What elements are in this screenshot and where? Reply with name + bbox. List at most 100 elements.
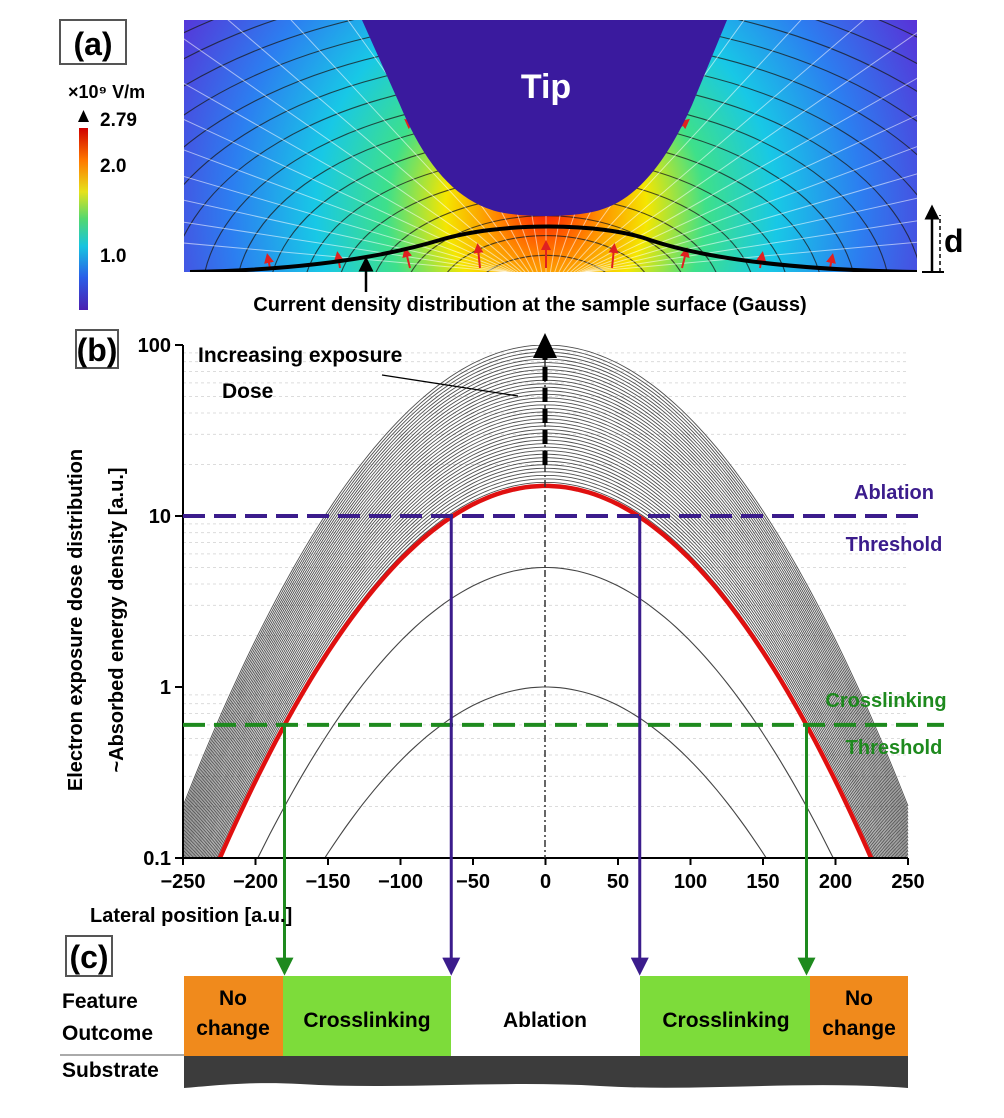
field-line [184, 221, 507, 272]
dose-curve [186, 404, 905, 857]
field-line [184, 175, 509, 272]
y-axis-label-line2: ~Absorbed energy density [a.u.] [106, 467, 128, 772]
field-line [576, 77, 917, 272]
colorbar-unit: ×10⁹ V/m [68, 82, 145, 102]
tip-shape [362, 20, 727, 216]
crosslinking-label-line2: Threshold [846, 737, 943, 759]
annotation-line1: Increasing exposure [198, 344, 402, 367]
x-axis-label: Lateral position [a.u.] [90, 905, 292, 927]
field-line [579, 114, 917, 272]
distance-label: d [944, 223, 964, 259]
gauss-current-curve [189, 224, 917, 272]
substrate-label: Substrate [62, 1059, 159, 1082]
feature-outcome-label-line2: Outcome [62, 1022, 153, 1045]
x-tick-label: 150 [746, 871, 779, 893]
x-tick-label: −100 [378, 871, 423, 893]
crosslinking-label-line1: Crosslinking [825, 690, 946, 712]
threshold-drop-arrows [275, 516, 816, 976]
no-change-left-line2: change [196, 1017, 270, 1040]
no-change-right-block [810, 976, 908, 1056]
field-vector-arrow [679, 247, 690, 269]
colorbar-tick-mid: 2.0 [100, 156, 126, 177]
x-ticks: −250 −200 −150 −100 −50 0 50 100 150 200 250 [160, 858, 925, 893]
field-line [290, 20, 526, 272]
y-tick-label: 1 [160, 677, 171, 699]
y-ticks: 100 10 1 0.1 [138, 335, 183, 870]
panel-c-label: (c) [69, 939, 108, 975]
dose-curve [203, 446, 888, 857]
panel-a-label-box [59, 19, 127, 65]
panel-b-label: (b) [77, 332, 118, 368]
panel-c-label-box [65, 935, 113, 977]
field-vector-arrow [608, 243, 619, 269]
field-vector-arrow [264, 253, 274, 269]
y-axis-label-line1: Electron exposure dose distribution [65, 449, 87, 791]
tip-label: Tip [521, 68, 571, 106]
field-line [184, 119, 513, 272]
no-change-left-line1: No [219, 987, 247, 1010]
y-tick-label: 10 [149, 506, 171, 528]
annotation-line2: Dose [222, 380, 273, 403]
no-change-right-line1: No [845, 987, 873, 1010]
x-tick-label: −200 [233, 871, 278, 893]
panel-b-label-box [75, 329, 119, 369]
increasing-dose-arrowhead-icon [533, 333, 557, 358]
dose-curve [196, 429, 895, 857]
dose-curve [216, 478, 875, 857]
field-line [584, 197, 917, 272]
dose-curve [257, 566, 834, 857]
no-change-left-block [184, 976, 283, 1056]
x-tick-label: 100 [674, 871, 707, 893]
colorbar-tick-low: 1.0 [100, 246, 126, 267]
field-line [585, 220, 917, 272]
colorbar-tick-max: 2.79 [100, 110, 137, 131]
crosslinking-left-block [283, 976, 451, 1056]
field-vector-arrow [826, 253, 836, 269]
current-density-caption: Current density distribution at the samp… [253, 294, 806, 316]
panel-a: (a) ×10⁹ V/m 2.79 2.0 1.0 Tip d Current … [59, 19, 964, 316]
field-line [184, 82, 516, 272]
field-line [184, 149, 511, 272]
colorbar [79, 128, 88, 310]
field-line [573, 32, 917, 272]
field-line [570, 20, 865, 272]
panel-a-label: (a) [73, 26, 112, 62]
ablation-label-line2: Threshold [846, 534, 943, 556]
field-vector-arrow [402, 247, 413, 269]
substrate-block [184, 1056, 908, 1088]
dose-curve [183, 345, 909, 807]
x-tick-label: 200 [819, 871, 852, 893]
crosslinking-right-block [640, 976, 810, 1056]
dose-curve [183, 383, 909, 846]
x-tick-label: −50 [456, 871, 490, 893]
y-tick-label: 0.1 [143, 848, 171, 870]
panel-c: (c) Feature Outcome Substrate No change … [60, 935, 908, 1088]
field-map [184, 20, 917, 272]
x-tick-label: −150 [305, 871, 350, 893]
field-line [566, 20, 802, 272]
x-tick-label: 50 [607, 871, 629, 893]
no-change-right-line2: change [822, 1017, 896, 1040]
field-vector-arrow [473, 243, 484, 269]
ablation-block [451, 976, 640, 1056]
annotation-leader-line [381, 374, 519, 397]
field-line [184, 38, 519, 272]
y-tick-label: 100 [138, 335, 171, 357]
dose-curve [183, 386, 909, 849]
field-line [227, 20, 522, 272]
x-tick-label: 0 [540, 871, 551, 893]
ablation-label: Ablation [503, 1009, 587, 1032]
x-tick-label: −250 [160, 871, 205, 893]
x-tick-label: 250 [891, 871, 924, 893]
field-line [583, 173, 917, 272]
field-line [184, 199, 508, 272]
crosslinking-right-label: Crosslinking [662, 1009, 789, 1032]
crosslinking-left-label: Crosslinking [303, 1009, 430, 1032]
field-line [581, 146, 917, 272]
feature-outcome-label-line1: Feature [62, 990, 138, 1013]
ablation-label-line1: Ablation [854, 482, 934, 504]
colorbar-max-arrow-icon [78, 110, 89, 122]
